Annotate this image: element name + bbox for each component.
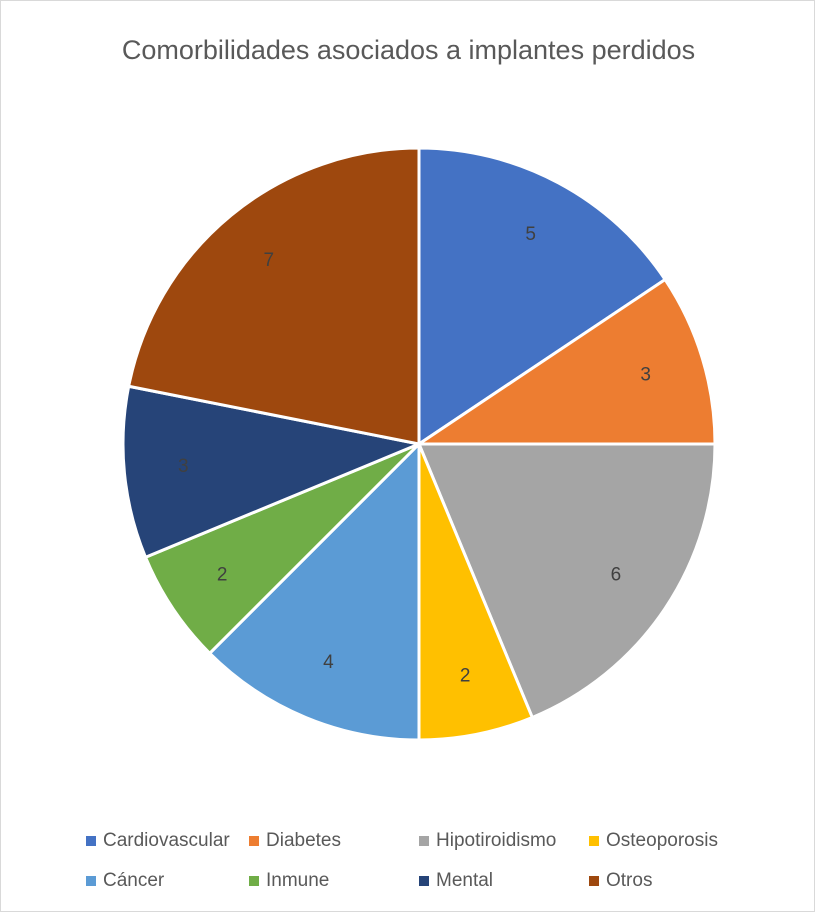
pie-slice-inmune bbox=[143, 442, 421, 656]
data-label-hipotiroidismo: 6 bbox=[611, 565, 622, 586]
legend-swatch bbox=[419, 836, 429, 846]
legend-label: Otros bbox=[606, 870, 653, 891]
legend-label: Diabetes bbox=[266, 830, 341, 851]
legend-item-mental: Mental bbox=[419, 870, 589, 892]
legend-item-cardiovascular: Cardiovascular bbox=[86, 830, 249, 852]
legend-item-osteoporosis: Osteoporosis bbox=[589, 830, 759, 852]
data-label-cardiovascular: 5 bbox=[525, 224, 536, 245]
data-label-diabetes: 3 bbox=[640, 364, 651, 385]
legend-item-otros: Otros bbox=[589, 870, 759, 892]
legend-label: Cáncer bbox=[103, 870, 165, 891]
pie-slice-hipotiroidismo bbox=[416, 442, 717, 720]
legend-swatch bbox=[86, 836, 96, 846]
legend-swatch bbox=[589, 876, 599, 886]
legend-item-cancer: Cáncer bbox=[86, 870, 249, 892]
legend-label: Mental bbox=[436, 870, 494, 891]
pie-slice-cancer bbox=[207, 440, 421, 742]
data-label-otros: 7 bbox=[263, 250, 274, 271]
legend-label: Cardiovascular bbox=[103, 830, 230, 851]
legend-row: Cardiovascular Diabetes Hipotiroidismo Oste… bbox=[86, 821, 766, 861]
legend-swatch bbox=[249, 836, 259, 846]
legend-swatch bbox=[589, 836, 599, 846]
data-label-cancer: 4 bbox=[323, 652, 334, 673]
legend-item-inmune: Inmune bbox=[249, 870, 419, 892]
pie-slice-osteoporosis bbox=[417, 443, 535, 742]
pie-slice-mental bbox=[121, 384, 425, 560]
legend-label: Hipotiroidismo bbox=[436, 830, 557, 851]
legend-swatch bbox=[419, 876, 429, 886]
data-label-osteoporosis: 2 bbox=[460, 665, 471, 686]
pie-slice-otros bbox=[126, 146, 421, 446]
legend-item-hipotiroidismo: Hipotiroidismo bbox=[419, 830, 589, 852]
data-label-mental: 3 bbox=[178, 456, 189, 477]
legend-row: Cáncer Inmune Mental Otros bbox=[86, 861, 766, 901]
data-label-inmune: 2 bbox=[217, 565, 228, 586]
legend-item-diabetes: Diabetes bbox=[249, 830, 419, 852]
legend-label: Osteoporosis bbox=[606, 830, 718, 851]
legend-swatch bbox=[86, 876, 96, 886]
legend-label: Inmune bbox=[266, 870, 330, 891]
chart-title: Comorbilidades asociados a implantes per… bbox=[121, 35, 696, 65]
legend-swatch bbox=[249, 876, 259, 886]
pie-slice-cardiovascular bbox=[417, 146, 668, 447]
legend: Cardiovascular Diabetes Hipotiroidismo Oste… bbox=[86, 821, 766, 901]
pie-slice-diabetes bbox=[414, 277, 717, 446]
